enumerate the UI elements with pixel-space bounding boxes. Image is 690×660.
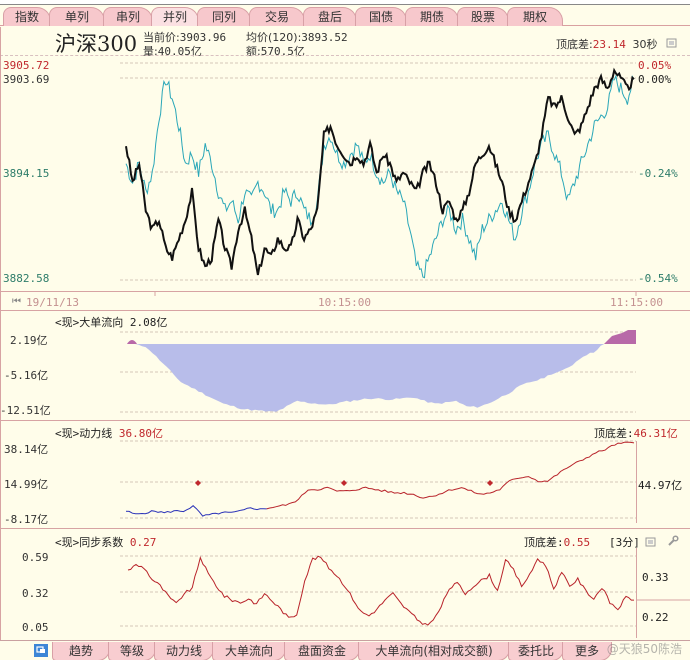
sync-y-mid: 0.32 bbox=[22, 587, 49, 600]
flow-y-mid: -5.16亿 bbox=[4, 369, 49, 382]
x-label-1115: 11:15:00 bbox=[610, 296, 663, 309]
flow-positive-area bbox=[127, 340, 137, 344]
sync-coefficient-line bbox=[127, 555, 634, 626]
signal-marker bbox=[341, 480, 347, 486]
flow-y-low: -12.51亿 bbox=[0, 404, 51, 417]
sync-right-axis-line bbox=[636, 548, 637, 638]
bottom-tab-5[interactable]: 大单流向(相对成交额) bbox=[358, 642, 510, 660]
sync-y-right-top: 0.33 bbox=[642, 571, 669, 584]
y-label-mid: 3894.15 bbox=[3, 167, 50, 180]
y-right-zero-pct: 0.00% bbox=[638, 73, 672, 86]
interval-label[interactable]: 30秒 bbox=[632, 38, 658, 51]
bottom-tab-3[interactable]: 大单流向 bbox=[212, 642, 286, 660]
flow-negative-area bbox=[128, 344, 636, 412]
bottom-tab-1[interactable]: 等级 bbox=[108, 642, 156, 660]
tab-8[interactable]: 期债 bbox=[405, 7, 459, 26]
x-label-1015: 10:15:00 bbox=[318, 296, 371, 309]
power-range-diff: 顶底差:46.31亿 bbox=[594, 427, 678, 440]
flow-panel-bottom bbox=[0, 420, 690, 421]
volume: 量:40.05亿 bbox=[143, 45, 202, 58]
window-switch-icon[interactable] bbox=[34, 644, 48, 657]
bottom-tab-2[interactable]: 动力线 bbox=[154, 642, 214, 660]
window-restore-icon[interactable] bbox=[666, 37, 678, 49]
y-label-low: 3882.58 bbox=[3, 272, 50, 285]
sync-period-selector[interactable]: [3分] bbox=[609, 536, 640, 549]
bottom-tab-6[interactable]: 委托比 bbox=[508, 642, 564, 660]
y-right-low-pct: -0.54% bbox=[638, 272, 678, 285]
tab-9[interactable]: 股票 bbox=[457, 7, 509, 26]
sync-range-diff: 顶底差:0.55 bbox=[524, 536, 591, 549]
tab-7[interactable]: 国债 bbox=[355, 7, 407, 26]
index-price-line bbox=[125, 67, 635, 276]
y-label-high: 3905.72 bbox=[3, 59, 50, 72]
power-line-blue bbox=[125, 505, 267, 517]
sync-panel-title: <现>同步系数 0.27 bbox=[55, 536, 157, 549]
power-y-mid: 14.99亿 bbox=[4, 478, 49, 491]
tab-4[interactable]: 同列 bbox=[197, 7, 251, 26]
power-y-low: -8.17亿 bbox=[4, 513, 49, 526]
current-price: 当前价:3903.96 bbox=[143, 31, 227, 44]
compare-line bbox=[125, 74, 635, 279]
sync-y-low: 0.05 bbox=[22, 621, 49, 634]
flow-y-top: 2.19亿 bbox=[10, 334, 48, 347]
price-range-diff: 顶底差:23.14 30秒 bbox=[556, 38, 658, 51]
tab-10[interactable]: 期权 bbox=[507, 7, 563, 26]
y-right-high-pct: 0.05% bbox=[638, 59, 672, 72]
time-axis-bottom bbox=[0, 310, 690, 311]
tab-3[interactable]: 并列 bbox=[151, 7, 199, 26]
window-menu-strip bbox=[0, 0, 690, 5]
window-restore-icon[interactable] bbox=[645, 536, 657, 548]
left-frame bbox=[0, 27, 1, 640]
header-divider bbox=[0, 55, 690, 56]
watermark: @天狼50陈浩 bbox=[606, 642, 682, 656]
amount: 额:570.5亿 bbox=[246, 45, 305, 58]
index-title: 沪深300 bbox=[55, 32, 138, 56]
sync-y-right-low: 0.22 bbox=[642, 611, 669, 624]
wrench-settings-icon[interactable] bbox=[667, 535, 679, 547]
power-right-axis-line bbox=[636, 441, 637, 523]
bottom-tab-4[interactable]: 盘面资金 bbox=[284, 642, 360, 660]
power-panel-title: <现>动力线 36.80亿 bbox=[55, 427, 163, 440]
price-panel-bottom bbox=[0, 291, 690, 292]
bottom-tab-bar: 趋势 等级 动力线 大单流向 盘面资金 大单流向(相对成交额) 委托比 更多 bbox=[0, 640, 690, 660]
top-tab-bar: 指数 单列 串列 并列 同列 交易 盘后 国债 期债 股票 期权 bbox=[0, 5, 690, 26]
tab-1[interactable]: 单列 bbox=[49, 7, 105, 26]
tab-6[interactable]: 盘后 bbox=[303, 7, 357, 26]
bottom-tab-7[interactable]: 更多 bbox=[562, 642, 612, 660]
power-y-top: 38.14亿 bbox=[4, 443, 49, 456]
power-y-right: 44.97亿 bbox=[638, 479, 683, 492]
sync-y-top: 0.59 bbox=[22, 551, 49, 564]
y-label-prev-close: 3903.69 bbox=[3, 73, 50, 86]
power-panel-bottom bbox=[0, 528, 690, 529]
x-label-date: 19/11/13 bbox=[26, 296, 79, 309]
rewind-icon[interactable]: ⏮ bbox=[12, 296, 21, 307]
signal-marker bbox=[487, 480, 493, 486]
y-right-mid-pct: -0.24% bbox=[638, 167, 678, 180]
flow-positive-area bbox=[604, 330, 636, 344]
tab-5[interactable]: 交易 bbox=[249, 7, 305, 26]
bottom-tab-0[interactable]: 趋势 bbox=[52, 642, 110, 660]
average-price: 均价(120):3893.52 bbox=[246, 31, 348, 44]
tab-0[interactable]: 指数 bbox=[3, 7, 51, 26]
signal-marker bbox=[195, 480, 201, 486]
power-line-red bbox=[266, 441, 635, 510]
flow-panel-title: <现>大单流向 2.08亿 bbox=[55, 316, 168, 329]
